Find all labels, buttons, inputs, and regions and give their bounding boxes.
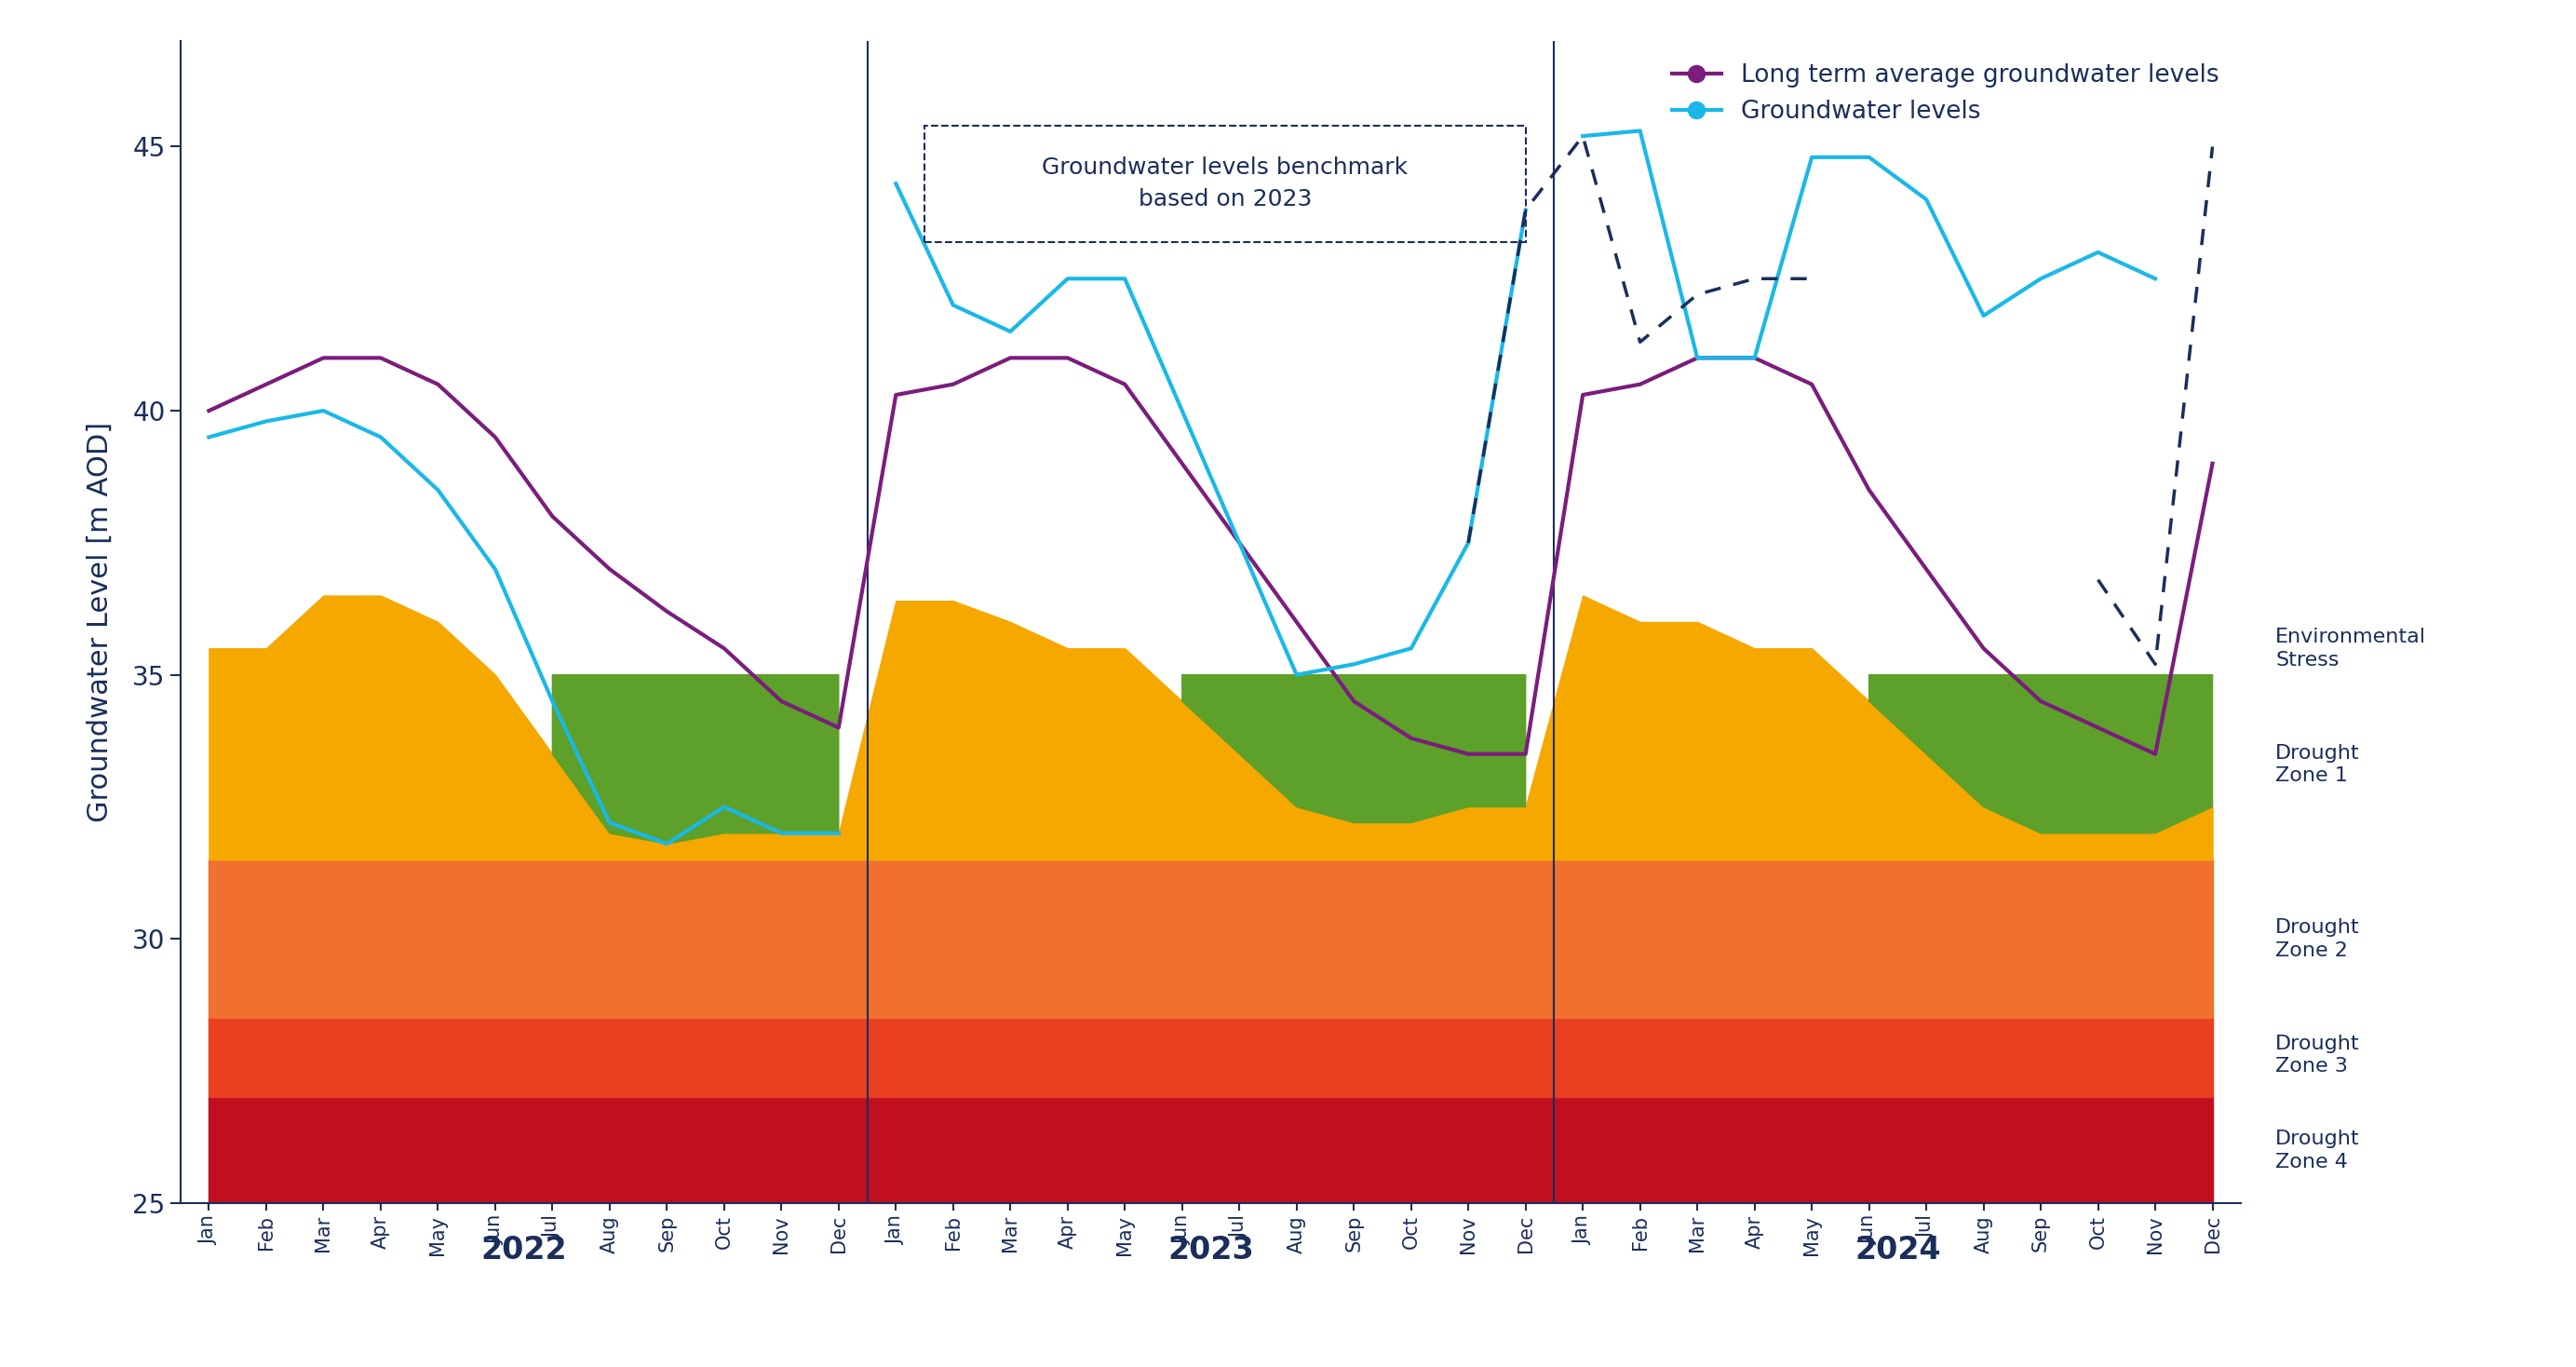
Text: 2023: 2023 <box>1167 1234 1255 1266</box>
Text: 2022: 2022 <box>482 1234 567 1266</box>
Y-axis label: Groundwater Level [m AOD]: Groundwater Level [m AOD] <box>85 421 113 823</box>
Text: 2024: 2024 <box>1855 1234 1940 1266</box>
Legend: Long term average groundwater levels, Groundwater levels: Long term average groundwater levels, Gr… <box>1662 53 2228 134</box>
Text: Drought
Zone 1: Drought Zone 1 <box>2275 744 2360 786</box>
Text: Environmental
Stress: Environmental Stress <box>2275 627 2427 670</box>
Text: Groundwater levels benchmark
based on 2023: Groundwater levels benchmark based on 20… <box>1043 157 1409 211</box>
Text: Drought
Zone 2: Drought Zone 2 <box>2275 919 2360 960</box>
Text: Drought
Zone 3: Drought Zone 3 <box>2275 1035 2360 1076</box>
Text: Drought
Zone 4: Drought Zone 4 <box>2275 1129 2360 1172</box>
